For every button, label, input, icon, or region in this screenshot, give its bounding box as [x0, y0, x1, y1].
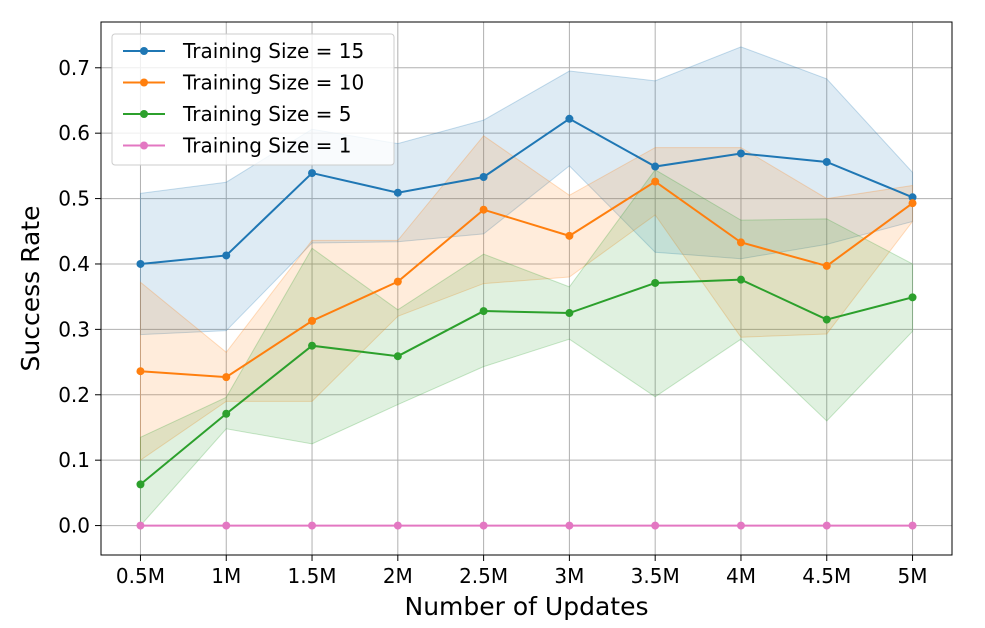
x-tick-label-8: 4.5M [802, 564, 851, 588]
confidence-bands [139, 46, 914, 527]
point-series-1-6 [651, 177, 660, 186]
point-series-0-6 [651, 162, 660, 171]
band-series-1 [139, 135, 914, 462]
point-series-1-3 [393, 277, 402, 286]
point-series-3-7 [736, 521, 745, 530]
point-series-2-3 [393, 352, 402, 361]
point-series-3-8 [822, 521, 831, 530]
legend-marker-2 [140, 110, 148, 118]
point-series-2-6 [651, 278, 660, 287]
point-series-2-2 [308, 341, 317, 350]
point-series-0-2 [308, 169, 317, 178]
point-series-1-2 [308, 316, 317, 325]
legend-marker-0 [140, 47, 148, 55]
y-tick-label-4: 0.4 [58, 252, 90, 276]
legend-marker-1 [140, 78, 148, 87]
y-tick-label-3: 0.3 [58, 317, 90, 341]
point-series-2-7 [736, 275, 745, 284]
x-tick-label-9: 5M [898, 564, 928, 588]
point-series-0-7 [736, 149, 745, 158]
line-series-1 [140, 180, 914, 379]
point-series-3-3 [393, 521, 402, 530]
y-tick-label-0: 0.0 [58, 514, 90, 538]
series-points [136, 114, 917, 530]
point-series-3-9 [908, 521, 917, 530]
point-series-2-8 [822, 315, 831, 324]
legend-marker-3 [140, 141, 148, 150]
point-series-0-9 [908, 193, 917, 202]
legend-label-3: Training Size = 1 [182, 134, 352, 158]
legend: Training Size = 15 Training Size = 10 Trai… [111, 33, 395, 166]
line-series-0 [140, 117, 913, 265]
point-series-1-7 [736, 238, 745, 247]
point-series-1-8 [822, 261, 831, 270]
y-tick-label-7: 0.7 [58, 56, 90, 80]
legend-box [111, 33, 395, 166]
point-series-3-2 [308, 521, 317, 530]
series-lines [139, 117, 914, 527]
band-series-2 [139, 169, 914, 527]
x-tick-label-0: 0.5M [116, 564, 165, 588]
point-series-2-5 [565, 309, 574, 318]
plot-frame [100, 21, 953, 556]
point-series-0-1 [222, 251, 231, 260]
point-series-3-6 [651, 521, 660, 530]
x-tick-label-7: 4M [726, 564, 756, 588]
point-series-0-4 [479, 172, 488, 181]
point-series-2-1 [222, 409, 231, 418]
x-tick-label-3: 2M [383, 564, 413, 588]
point-series-2-4 [479, 307, 488, 316]
y-tick-label-5: 0.5 [58, 187, 90, 211]
point-series-1-4 [479, 205, 488, 214]
x-tick-label-2: 1.5M [288, 564, 337, 588]
point-series-2-0 [136, 480, 145, 489]
y-tick-label-1: 0.1 [58, 448, 90, 472]
x-tick-label-4: 2.5M [459, 564, 508, 588]
point-series-1-0 [136, 367, 145, 376]
x-tick-label-5: 3M [554, 564, 584, 588]
x-axis-label: Number of Updates [405, 592, 649, 621]
point-series-1-5 [565, 231, 574, 240]
x-axis-ticks: 0.5M 1M 1.5M 2M 2.5M 3M 3.5M 4M 4.5M 5M [116, 555, 928, 588]
legend-label-1: Training Size = 10 [182, 71, 364, 95]
y-axis-label: Success Rate [16, 206, 45, 372]
point-series-0-8 [822, 157, 831, 166]
y-axis-ticks: 0.0 0.1 0.2 0.3 0.4 0.5 0.6 0.7 [58, 56, 101, 538]
point-series-3-1 [222, 521, 231, 530]
point-series-3-0 [136, 521, 145, 530]
point-series-1-1 [222, 373, 231, 382]
line-series-2 [139, 278, 913, 486]
legend-label-0: Training Size = 15 [182, 39, 364, 63]
point-series-3-5 [565, 521, 574, 530]
point-series-0-3 [393, 188, 402, 197]
point-series-1-9 [908, 199, 917, 208]
point-series-3-4 [479, 521, 488, 530]
legend-label-2: Training Size = 5 [182, 102, 352, 126]
y-tick-label-2: 0.2 [58, 383, 90, 407]
point-series-0-5 [565, 114, 574, 123]
x-tick-label-1: 1M [211, 564, 241, 588]
point-series-0-0 [136, 259, 145, 268]
y-tick-label-6: 0.6 [58, 121, 90, 145]
point-series-2-9 [908, 293, 917, 302]
x-tick-label-6: 3.5M [631, 564, 680, 588]
band-series-0 [139, 46, 914, 336]
